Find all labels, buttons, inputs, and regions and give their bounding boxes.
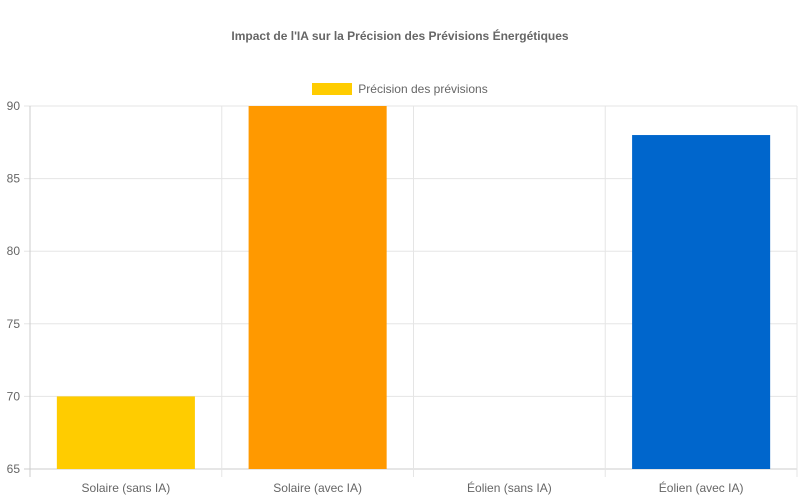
bar [56, 396, 195, 469]
chart-title: Impact de l'IA sur la Précision des Prév… [231, 29, 569, 43]
bar [248, 106, 387, 469]
x-tick-label: Solaire (avec IA) [273, 481, 362, 495]
y-tick-label: 90 [7, 99, 21, 113]
y-tick-label: 80 [7, 244, 21, 258]
legend[interactable]: Précision des prévisions [0, 82, 800, 96]
y-tick-label: 65 [7, 462, 21, 476]
bar [632, 135, 771, 470]
legend-label: Précision des prévisions [358, 82, 488, 96]
x-tick-label: Solaire (sans IA) [82, 481, 171, 495]
x-tick-label: Éolien (sans IA) [467, 480, 552, 495]
y-tick-label: 85 [7, 172, 21, 186]
legend-swatch [312, 83, 353, 95]
y-tick-label: 75 [7, 317, 21, 331]
x-tick-label: Éolien (avec IA) [659, 480, 744, 495]
y-tick-label: 70 [7, 389, 21, 403]
